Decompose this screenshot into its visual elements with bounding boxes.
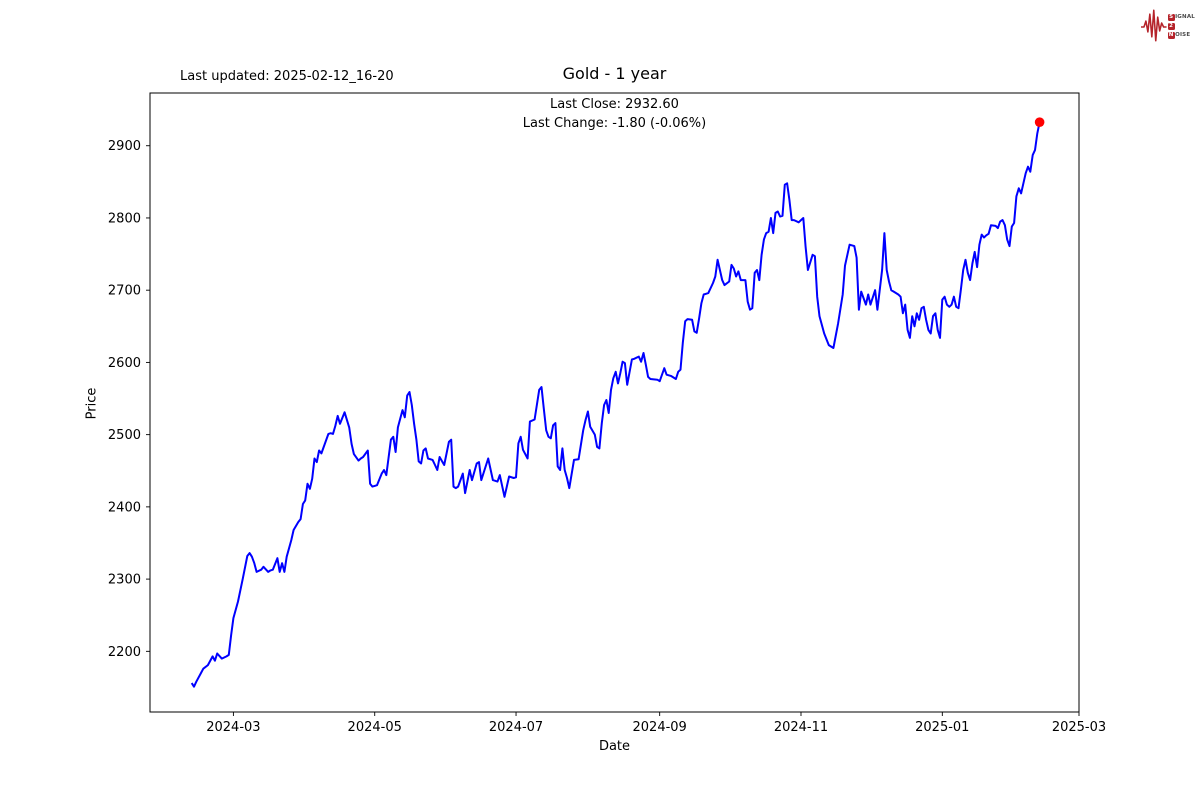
y-tick-label: 2900 (108, 139, 141, 154)
x-axis-label: Date (598, 739, 631, 754)
signal2noise-logo: S IGNAL 2 N OISE (1141, 5, 1195, 47)
subtitle-last-close: Last Close: 2932.60 (550, 97, 679, 112)
x-tick-label: 2025-03 (1052, 720, 1106, 735)
subtitle-last-change: Last Change: -1.80 (-0.06%) (522, 115, 707, 131)
x-tick-label: 2024-09 (633, 720, 687, 735)
logo-badge-s: S (1167, 13, 1175, 21)
last-updated-text: Last updated: 2025-02-12_16-20 (180, 69, 394, 84)
logo-badge-n: N (1167, 31, 1175, 39)
y-tick-label: 2700 (108, 284, 141, 299)
y-tick-label: 2400 (108, 500, 141, 515)
x-tick-label: 2024-03 (206, 720, 260, 735)
chart-title: Gold - 1 year (562, 64, 667, 83)
y-tick-label: 2600 (108, 356, 141, 371)
logo-text-oise: OISE (1175, 32, 1191, 38)
x-tick-label: 2024-07 (489, 720, 543, 735)
y-tick-label: 2800 (108, 211, 141, 226)
y-tick-label: 2200 (108, 645, 141, 660)
x-tick-label: 2024-05 (348, 720, 402, 735)
plot-area (149, 92, 1080, 713)
logo-text-ignal: IGNAL (1175, 14, 1195, 20)
logo-badge-2: 2 (1167, 22, 1175, 30)
y-tick-label: 2500 (108, 428, 141, 443)
chart-subtitle: Last Close: 2932.60 Last Change: -1.80 (… (150, 96, 1079, 133)
x-tick-label: 2025-01 (915, 720, 969, 735)
logo-text: S IGNAL 2 N OISE (1167, 13, 1195, 39)
waveform-icon (1141, 9, 1167, 42)
x-tick-label: 2024-11 (774, 720, 828, 735)
y-tick-label: 2300 (108, 573, 141, 588)
last-price-marker (1034, 117, 1045, 127)
y-axis-label: Price (84, 387, 100, 420)
price-line (190, 121, 1041, 688)
